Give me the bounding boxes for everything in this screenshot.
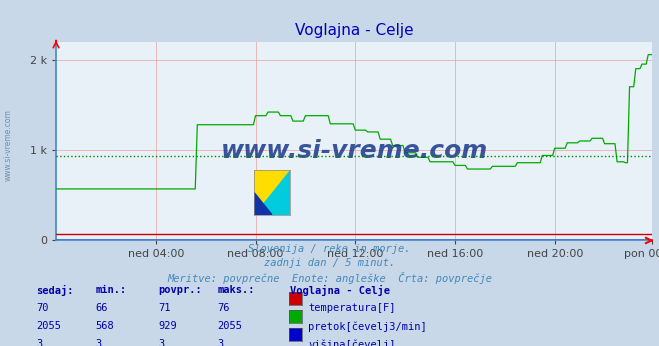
Text: temperatura[F]: temperatura[F] [308, 303, 396, 313]
Text: Voglajna - Celje: Voglajna - Celje [290, 285, 390, 297]
Text: pretok[čevelj3/min]: pretok[čevelj3/min] [308, 321, 427, 332]
Text: 70: 70 [36, 303, 49, 313]
Text: sedaj:: sedaj: [36, 285, 74, 297]
Text: min.:: min.: [96, 285, 127, 295]
Text: 66: 66 [96, 303, 108, 313]
Text: Slovenija / reke in morje.: Slovenija / reke in morje. [248, 244, 411, 254]
Polygon shape [254, 192, 272, 215]
Text: www.si-vreme.com: www.si-vreme.com [4, 109, 13, 181]
Polygon shape [254, 170, 290, 215]
Text: 3: 3 [217, 339, 223, 346]
Text: 76: 76 [217, 303, 230, 313]
Text: 929: 929 [158, 321, 177, 331]
Text: www.si-vreme.com: www.si-vreme.com [221, 139, 488, 163]
Text: 2055: 2055 [217, 321, 243, 331]
Text: zadnji dan / 5 minut.: zadnji dan / 5 minut. [264, 258, 395, 268]
Text: 3: 3 [96, 339, 101, 346]
Text: 71: 71 [158, 303, 171, 313]
Text: Meritve: povprečne  Enote: angleške  Črta: povprečje: Meritve: povprečne Enote: angleške Črta:… [167, 272, 492, 284]
Text: maks.:: maks.: [217, 285, 255, 295]
Text: povpr.:: povpr.: [158, 285, 202, 295]
Text: 3: 3 [158, 339, 164, 346]
Text: 3: 3 [36, 339, 42, 346]
Text: 568: 568 [96, 321, 114, 331]
Polygon shape [254, 170, 290, 215]
Title: Voglajna - Celje: Voglajna - Celje [295, 22, 414, 38]
Text: 2055: 2055 [36, 321, 61, 331]
Text: višina[čevelj]: višina[čevelj] [308, 339, 396, 346]
